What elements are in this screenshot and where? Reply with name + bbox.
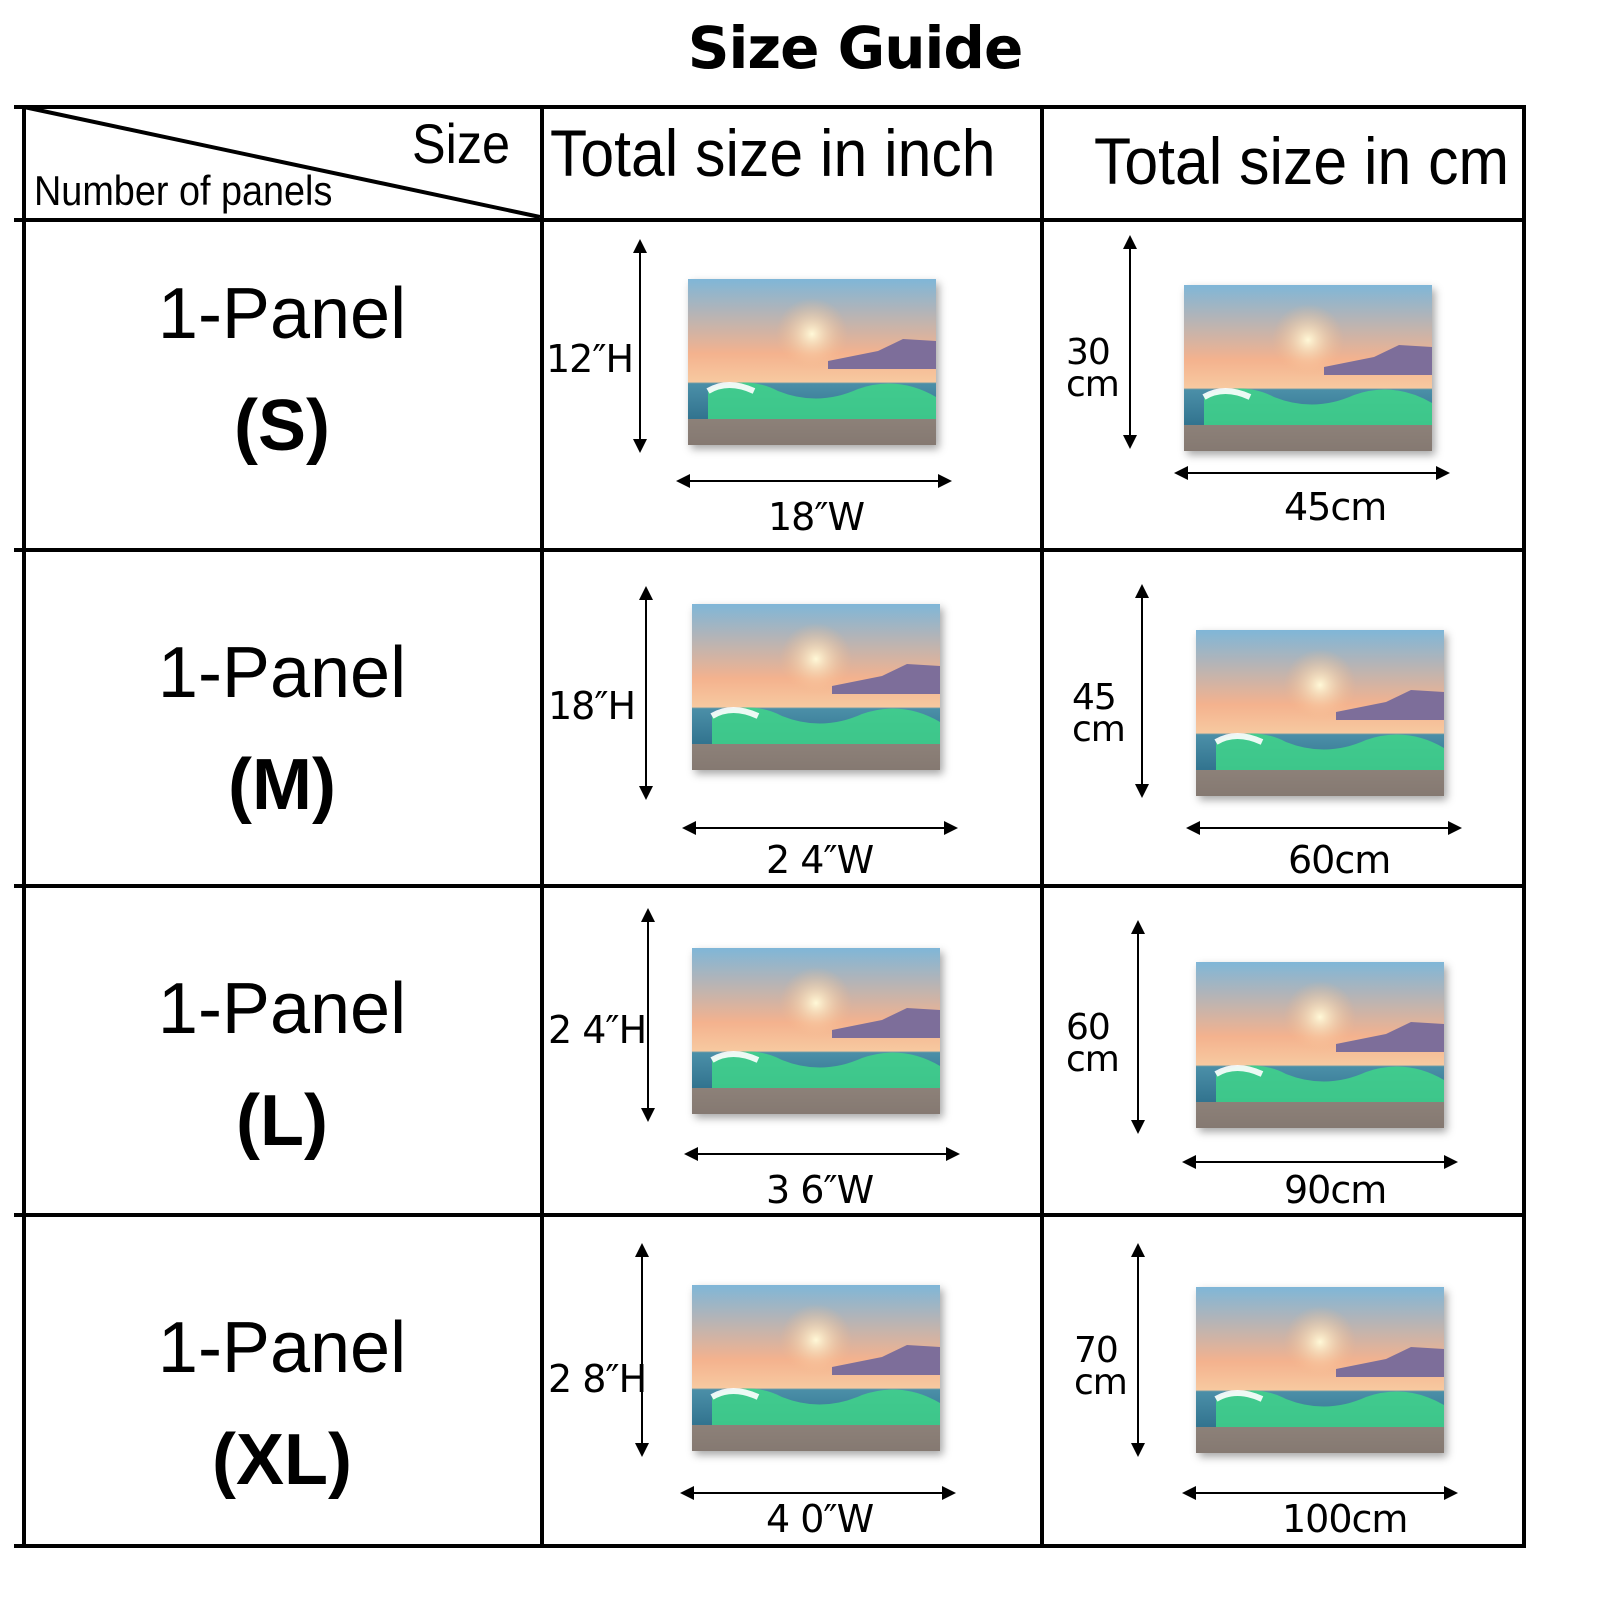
inch-width-label: 4 0″W: [766, 1497, 874, 1541]
seascape-painting-thumbnail: [692, 604, 940, 770]
panel-size-code: (S): [234, 386, 330, 466]
table-border-left: [22, 105, 26, 1548]
cm-width-label: 90cm: [1284, 1168, 1387, 1212]
cm-size-cell: 30 cm 45cm: [1044, 221, 1544, 551]
inch-size-cell: 12″H 18″W: [544, 221, 1044, 551]
inch-width-label: 2 4″W: [766, 838, 874, 882]
panel-size-code: (XL): [212, 1420, 352, 1500]
horizontal-double-arrow-icon: [1182, 1155, 1458, 1169]
column-divider: [540, 105, 544, 1548]
vertical-double-arrow-icon: [633, 239, 647, 453]
row-divider: [14, 884, 1526, 888]
seascape-painting-thumbnail: [1184, 285, 1432, 451]
table-row: 1-Panel (L) 2 4″H 3 6″W 60 cm 90cm: [22, 888, 1526, 1213]
horizontal-double-arrow-icon: [1186, 821, 1462, 835]
seascape-painting-thumbnail: [1196, 1287, 1444, 1453]
inch-height-label: 18″H: [548, 684, 636, 728]
vertical-double-arrow-icon: [641, 908, 655, 1122]
page-title: Size Guide: [687, 14, 1024, 82]
seascape-painting-thumbnail: [692, 948, 940, 1114]
row-divider: [14, 548, 1526, 552]
inch-height-label: 2 4″H: [548, 1008, 647, 1052]
table-border-bottom: [14, 1544, 1526, 1548]
size-guide-table: Size Number of panels Total size in inch…: [14, 105, 1526, 1548]
horizontal-double-arrow-icon: [676, 474, 952, 488]
panel-size-code: (L): [236, 1081, 328, 1161]
inch-size-cell: 2 8″H 4 0″W: [544, 1217, 1044, 1547]
cm-width-label: 45cm: [1284, 485, 1387, 529]
panel-count-label: 1-Panel (M): [22, 632, 542, 826]
vertical-double-arrow-icon: [1131, 920, 1145, 1134]
table-row: 1-Panel (M) 18″H 2 4″W 45 cm 60cm: [22, 552, 1526, 884]
horizontal-double-arrow-icon: [680, 1486, 956, 1500]
header-cm-column: Total size in cm: [1094, 124, 1510, 198]
cm-height-number: 60: [1066, 1007, 1111, 1048]
panel-count-label: 1-Panel (XL): [22, 1307, 542, 1501]
panel-size-code: (M): [228, 745, 336, 825]
cm-width-label: 60cm: [1288, 838, 1391, 882]
cm-height-unit: cm: [1066, 1039, 1120, 1080]
inch-width-label: 3 6″W: [766, 1168, 874, 1212]
header-size-label: Size: [412, 112, 511, 175]
seascape-painting-thumbnail: [1196, 630, 1444, 796]
table-border-right: [1522, 105, 1526, 1548]
cm-size-cell: 70 cm 100cm: [1044, 1217, 1544, 1547]
horizontal-double-arrow-icon: [684, 1147, 960, 1161]
cm-height-unit: cm: [1072, 709, 1126, 750]
vertical-double-arrow-icon: [1123, 235, 1137, 449]
panel-name: 1-Panel: [157, 274, 407, 354]
table-row: 1-Panel (S) 12″H 18″W 30 cm 45cm: [22, 221, 1526, 549]
inch-size-cell: 2 4″H 3 6″W: [544, 888, 1044, 1218]
cm-size-cell: 60 cm 90cm: [1044, 888, 1544, 1218]
horizontal-double-arrow-icon: [1182, 1486, 1458, 1500]
inch-width-label: 18″W: [768, 495, 865, 539]
cm-height-label: 60 cm: [1066, 1007, 1120, 1080]
panel-count-label: 1-Panel (S): [22, 273, 542, 467]
column-divider: [1040, 105, 1044, 1548]
vertical-double-arrow-icon: [1131, 1243, 1145, 1457]
vertical-double-arrow-icon: [635, 1243, 649, 1457]
cm-height-label: 70 cm: [1074, 1330, 1128, 1403]
vertical-double-arrow-icon: [639, 586, 653, 800]
seascape-painting-thumbnail: [688, 279, 936, 445]
panel-count-label: 1-Panel (L): [22, 968, 542, 1162]
cm-height-label: 30 cm: [1066, 332, 1120, 405]
panel-name: 1-Panel: [157, 969, 407, 1049]
horizontal-double-arrow-icon: [1174, 466, 1450, 480]
panel-name: 1-Panel: [157, 1308, 407, 1388]
header-diagonal-line: [23, 105, 541, 219]
seascape-painting-thumbnail: [1196, 962, 1444, 1128]
cm-height-number: 30: [1066, 332, 1111, 373]
panel-name: 1-Panel: [157, 633, 407, 713]
inch-height-label: 12″H: [546, 337, 634, 381]
table-border-top: [14, 105, 1526, 109]
vertical-double-arrow-icon: [1135, 584, 1149, 798]
cm-width-label: 100cm: [1282, 1497, 1408, 1541]
header-divider: [14, 218, 1526, 222]
header-panels-label: Number of panels: [34, 167, 333, 214]
seascape-painting-thumbnail: [692, 1285, 940, 1451]
header-inch-column: Total size in inch: [550, 116, 996, 190]
cm-height-unit: cm: [1074, 1362, 1128, 1403]
inch-height-label: 2 8″H: [548, 1357, 647, 1401]
horizontal-double-arrow-icon: [682, 821, 958, 835]
cm-height-number: 45: [1072, 677, 1117, 718]
cm-height-number: 70: [1074, 1330, 1119, 1371]
cm-height-label: 45 cm: [1072, 677, 1126, 750]
cm-size-cell: 45 cm 60cm: [1044, 552, 1544, 882]
table-row: 1-Panel (XL) 2 8″H 4 0″W 70 cm 100cm: [22, 1217, 1526, 1544]
row-divider: [14, 1213, 1526, 1217]
inch-size-cell: 18″H 2 4″W: [544, 552, 1044, 882]
cm-height-unit: cm: [1066, 364, 1120, 405]
